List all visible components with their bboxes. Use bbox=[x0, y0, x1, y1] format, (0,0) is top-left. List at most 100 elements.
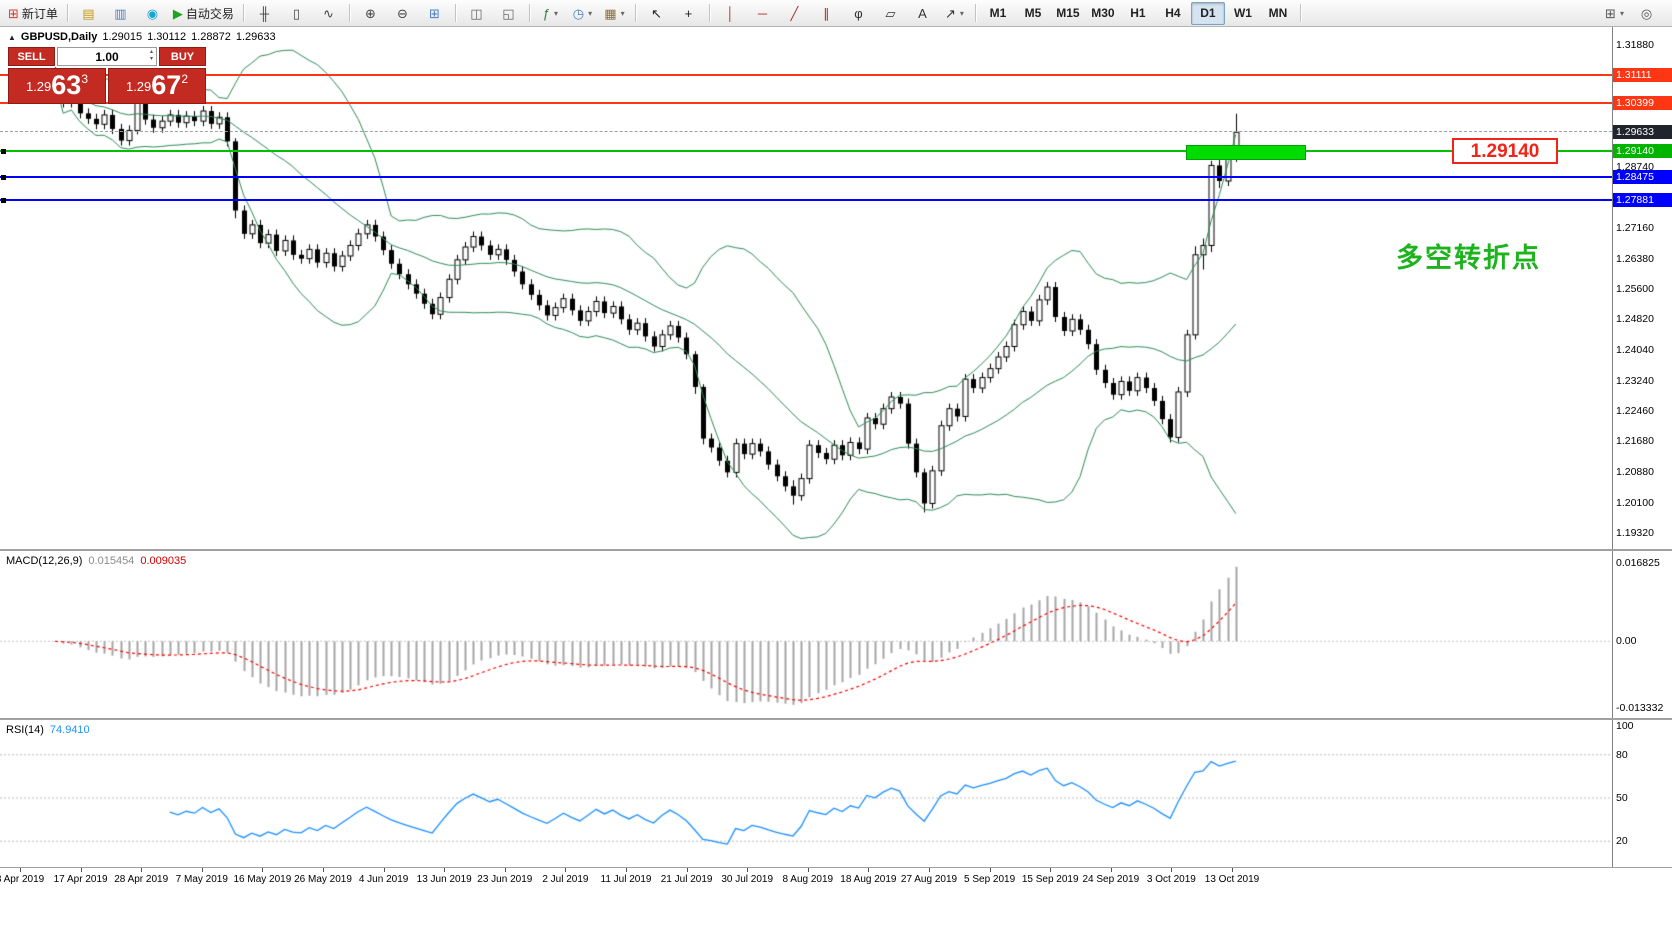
channel-tool-button[interactable]: ∥ bbox=[811, 2, 842, 25]
resistance-line-upper[interactable] bbox=[0, 73, 1612, 76]
timeframe-m5-button[interactable]: M5 bbox=[1016, 2, 1050, 25]
indicators-icon: ƒ bbox=[542, 5, 551, 21]
cursor-tool-button[interactable]: ↖ bbox=[641, 2, 672, 25]
time-axis-tick bbox=[1050, 868, 1052, 872]
time-axis-tick bbox=[444, 868, 446, 872]
toolbar-group-order: ⊞ 新订单 bbox=[4, 2, 62, 25]
toolbar-separator bbox=[634, 4, 636, 22]
timeframe-d1-button[interactable]: D1 bbox=[1190, 1, 1225, 25]
support-line-lower-badge: 1.27881 bbox=[1613, 193, 1672, 208]
timeframe-mn-button[interactable]: MN bbox=[1261, 2, 1295, 25]
rsi-value: 74.9410 bbox=[49, 724, 90, 736]
indicators-dropdown-icon[interactable]: ▾ bbox=[554, 8, 559, 18]
zoom-in-button[interactable]: ⊕ bbox=[355, 2, 386, 25]
toolbar-separator bbox=[974, 4, 976, 22]
buy-price-display[interactable]: 1.29 67 2 bbox=[108, 68, 206, 104]
panel-separator[interactable] bbox=[0, 718, 1672, 720]
resistance-line-lower[interactable] bbox=[0, 101, 1612, 104]
pivot-price-callout[interactable]: 1.29140 bbox=[1452, 138, 1558, 164]
rsi-axis-label: 20 bbox=[1616, 835, 1628, 848]
volume-stepper[interactable]: 1.00 ▴ ▾ bbox=[57, 47, 157, 66]
bar-chart-mode-button[interactable]: ╫ bbox=[249, 2, 280, 25]
price-axis-label: 1.25600 bbox=[1616, 283, 1654, 295]
cascade-windows-button[interactable]: ◱ bbox=[493, 2, 524, 25]
periods-button[interactable]: ◷ ▾ bbox=[567, 2, 598, 25]
templates-dropdown-icon[interactable]: ▾ bbox=[620, 8, 625, 18]
support-line-lower[interactable] bbox=[0, 199, 1612, 202]
volume-down-icon[interactable]: ▾ bbox=[149, 56, 153, 62]
trendline-tool-icon: ╱ bbox=[790, 5, 799, 21]
sell-button[interactable]: SELL bbox=[8, 47, 55, 66]
date-label: 7 May 2019 bbox=[175, 874, 228, 885]
main-chart-canvas[interactable] bbox=[0, 27, 1612, 549]
macd-header: MACD(12,26,9) 0.015454 0.009035 bbox=[6, 555, 186, 567]
line-chart-mode-button[interactable]: ∿ bbox=[313, 2, 344, 25]
arrows-tool-dropdown-icon[interactable]: ▾ bbox=[959, 8, 964, 18]
rsi-panel-canvas[interactable] bbox=[0, 720, 1612, 868]
rsi-axis-label: 80 bbox=[1616, 748, 1628, 761]
trendline-tool-button[interactable]: ╱ bbox=[779, 2, 810, 25]
text-tool-button[interactable]: A bbox=[907, 2, 938, 25]
turning-point-annotation[interactable]: 多空转折点 bbox=[1396, 243, 1541, 273]
time-axis-tick bbox=[262, 868, 264, 872]
buy-button[interactable]: BUY bbox=[159, 47, 206, 66]
shapes-tool-icon: ▱ bbox=[885, 5, 896, 21]
periods-dropdown-icon[interactable]: ▾ bbox=[588, 8, 593, 18]
new-chart-dropdown-icon[interactable]: ▾ bbox=[1619, 8, 1624, 18]
price-scale[interactable]: 1.31880 1.28740 1.27160 1.26380 1.25600 1.248… bbox=[1612, 27, 1672, 868]
community-button[interactable]: ◉ bbox=[137, 2, 168, 25]
new-chart-button[interactable]: ⊞ ▾ bbox=[1599, 2, 1630, 25]
support-line-upper[interactable] bbox=[0, 176, 1612, 179]
timeframe-w1-button[interactable]: W1 bbox=[1226, 2, 1260, 25]
support-line-upper-anchor[interactable] bbox=[1, 175, 6, 181]
timeframe-m15-button[interactable]: M15 bbox=[1051, 2, 1085, 25]
time-axis[interactable]: 8 Apr 2019 17 Apr 2019 28 Apr 2019 7 May 20… bbox=[0, 868, 1672, 949]
shapes-tool-button[interactable]: ▱ bbox=[875, 2, 906, 25]
autotrading-button[interactable]: ▶ 自动交易 bbox=[169, 2, 238, 25]
macd-panel-canvas[interactable] bbox=[0, 551, 1612, 718]
macd-value: 0.015454 bbox=[88, 555, 135, 567]
timeframe-m30-button[interactable]: M30 bbox=[1086, 2, 1120, 25]
toolbar-group-terminal: ▤ ▥ ◉ ▶ 自动交易 bbox=[73, 2, 238, 25]
candlestick-mode-button[interactable]: ▯ bbox=[281, 2, 312, 25]
volume-up-icon[interactable]: ▴ bbox=[149, 49, 153, 55]
zoom-out-button[interactable]: ⊖ bbox=[387, 2, 418, 25]
fibonacci-tool-icon: φ bbox=[854, 5, 863, 21]
date-label: 5 Sep 2019 bbox=[964, 874, 1016, 885]
zoom-out-icon: ⊖ bbox=[396, 5, 408, 21]
arrows-tool-button[interactable]: ↗ ▾ bbox=[939, 2, 970, 25]
indicators-button[interactable]: ƒ ▾ bbox=[535, 2, 566, 25]
toolbar-group-zoom: ⊕ ⊖ ⊞ bbox=[355, 2, 450, 25]
templates-button[interactable]: ▦ ▾ bbox=[599, 2, 630, 25]
market-watch-button[interactable]: ▤ bbox=[73, 2, 104, 25]
data-window-button[interactable]: ▥ bbox=[105, 2, 136, 25]
new-order-button[interactable]: ⊞ 新订单 bbox=[4, 2, 62, 25]
time-axis-tick bbox=[383, 868, 385, 872]
auto-arrange-button[interactable]: ◫ bbox=[461, 2, 492, 25]
one-click-collapse-arrow[interactable]: ▲ bbox=[8, 32, 16, 42]
horizontal-line-tool-button[interactable]: ─ bbox=[747, 2, 778, 25]
cursor-tool-icon: ↖ bbox=[650, 5, 662, 21]
vertical-line-tool-button[interactable]: │ bbox=[715, 2, 746, 25]
timeframe-h4-button[interactable]: H4 bbox=[1156, 2, 1190, 25]
chart-search-button[interactable]: ◎ bbox=[1631, 2, 1662, 25]
fibonacci-tool-button[interactable]: φ bbox=[843, 2, 874, 25]
sell-price-display[interactable]: 1.29 63 3 bbox=[8, 68, 106, 104]
timeframe-m1-button[interactable]: M1 bbox=[981, 2, 1015, 25]
bid-price-line[interactable] bbox=[0, 131, 1612, 133]
auto-arrange-icon: ◫ bbox=[470, 5, 483, 21]
pivot-line[interactable] bbox=[0, 150, 1612, 153]
pivot-highlight-rectangle[interactable] bbox=[1186, 144, 1306, 160]
support-line-lower-anchor[interactable] bbox=[1, 198, 6, 204]
tile-windows-button[interactable]: ⊞ bbox=[419, 2, 450, 25]
crosshair-tool-button[interactable]: + bbox=[673, 2, 704, 25]
panel-separator[interactable] bbox=[0, 549, 1672, 551]
timeframe-h1-button[interactable]: H1 bbox=[1121, 2, 1155, 25]
time-axis-tick bbox=[868, 868, 870, 872]
timeframe-h4-label: H4 bbox=[1165, 6, 1181, 20]
price-axis-label: 1.19320 bbox=[1616, 527, 1654, 539]
pivot-line-anchor[interactable] bbox=[1, 149, 6, 155]
date-label: 13 Jun 2019 bbox=[416, 874, 472, 885]
macd-axis-min: -0.013332 bbox=[1616, 702, 1664, 714]
